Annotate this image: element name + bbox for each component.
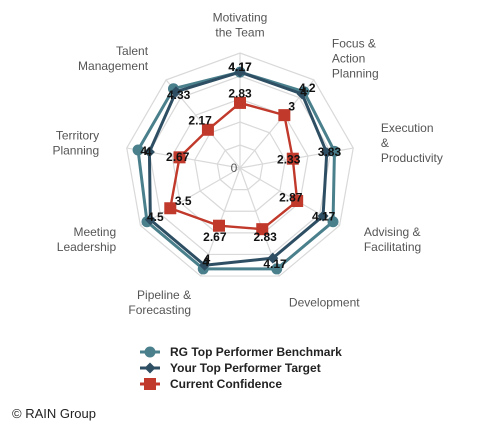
- series-2-point-1: [278, 109, 291, 122]
- series-1-point-2: [321, 147, 333, 159]
- data-label-0: 4.17: [228, 60, 252, 74]
- legend-marker-0: [144, 346, 156, 358]
- legend: RG Top Performer Benchmark Your Top Perfo…: [140, 345, 342, 391]
- series-2-point-3: [291, 195, 304, 208]
- series-0: [132, 66, 340, 275]
- series-1-point-0: [234, 66, 246, 78]
- data-label-5: 4.17: [312, 209, 336, 223]
- axis-label-line: Development: [289, 295, 360, 309]
- grid-ring-1: [216, 144, 264, 191]
- data-label-10: 4: [140, 144, 147, 158]
- series-2-point-6: [164, 202, 177, 215]
- legend-label-1: Your Top Performer Target: [170, 361, 321, 375]
- axis-label-5: Pipeline & Forecasting: [128, 288, 191, 317]
- axis-label-line: Execution: [381, 121, 434, 135]
- grid-ring-2: [194, 121, 286, 212]
- data-label-7: 4: [202, 255, 209, 269]
- series-1-point-4: [267, 252, 279, 264]
- series-2-point-4: [256, 223, 269, 236]
- series-1: [143, 66, 333, 271]
- axis-label-8: Talent Management: [78, 44, 149, 73]
- series-1-point-5: [199, 259, 211, 271]
- data-label-14: 3: [288, 99, 295, 113]
- series-2-point-8: [201, 123, 214, 136]
- series-0-point-3: [327, 216, 339, 228]
- data-label-4: 3.83: [318, 145, 342, 159]
- grid-ring-3: [171, 98, 309, 234]
- axis-label-line: Talent: [116, 44, 149, 58]
- axis-label-1: Focus & Action Planning: [332, 36, 379, 80]
- axis-label-line: Meeting: [73, 225, 116, 239]
- series-2-point-7: [173, 151, 186, 164]
- center-zero-label: 0: [231, 161, 238, 175]
- axis-label-3: Advising & Facilitating: [364, 225, 421, 254]
- legend-marker-2: [144, 378, 156, 390]
- legend-label-0: RG Top Performer Benchmark: [170, 345, 342, 359]
- axis-label-line: Planning: [332, 66, 379, 80]
- series-0-point-2: [328, 145, 340, 157]
- axis-label-line: Facilitating: [364, 240, 421, 254]
- data-label-21: 2.17: [188, 113, 212, 127]
- data-label-8: 4: [204, 252, 211, 266]
- axis-label-line: Motivating: [213, 11, 268, 25]
- series-1-point-7: [143, 146, 155, 158]
- data-label-13: 2.83: [228, 86, 252, 100]
- series-line-2: [169, 101, 299, 231]
- grid-ring-5: [126, 52, 354, 277]
- data-label-11: 4: [145, 145, 152, 159]
- data-label-9: 4.5: [147, 210, 164, 224]
- axis-label-line: Territory: [56, 129, 99, 143]
- data-label-2: 4.2: [299, 81, 316, 95]
- series-1-point-8: [170, 86, 182, 98]
- series-line-0: [136, 70, 336, 271]
- axis-label-4: Development: [289, 295, 360, 309]
- series-1-point-3: [317, 210, 329, 222]
- axis-label-line: Leadership: [57, 240, 117, 254]
- legend-label-2: Current Confidence: [170, 377, 282, 391]
- series-2-point-0: [234, 96, 246, 109]
- series-2-point-5: [212, 219, 225, 232]
- data-label-18: 2.67: [203, 230, 227, 244]
- series-1-point-6: [144, 214, 156, 226]
- data-label-15: 2.33: [277, 152, 301, 166]
- series-0-point-4: [271, 263, 283, 275]
- axis-label-line: Advising &: [364, 225, 421, 239]
- data-label-17: 2.83: [253, 230, 277, 244]
- axis-label-line: Pipeline &: [137, 288, 191, 302]
- data-label-16: 2.87: [279, 190, 303, 204]
- grid-spoke-6: [140, 167, 241, 227]
- axis-label-line: Action: [332, 51, 365, 65]
- data-label-6: 4.17: [263, 257, 287, 271]
- axis-label-2: Execution & Productivity: [381, 121, 443, 165]
- series-0-point-7: [132, 144, 144, 156]
- axis-label-0: Motivating the Team: [213, 11, 268, 40]
- copyright-text: © RAIN Group: [12, 406, 96, 421]
- data-label-12: 4.33: [167, 88, 191, 102]
- axis-label-line: Forecasting: [128, 303, 191, 317]
- axis-label-7: Territory Planning: [52, 129, 99, 158]
- axis-label-line: Planning: [52, 144, 99, 158]
- series-1-point-1: [296, 88, 308, 100]
- axis-label-6: Meeting Leadership: [57, 225, 117, 254]
- data-label-1: 4.17: [228, 60, 252, 74]
- data-label-20: 2.67: [166, 150, 190, 164]
- axis-label-line: &: [381, 136, 389, 150]
- axis-label-line: Productivity: [381, 151, 443, 165]
- axis-label-line: Management: [78, 59, 149, 73]
- data-label-3: 4: [300, 85, 307, 99]
- data-label-19: 3.5: [175, 194, 192, 208]
- series-2: [164, 96, 304, 236]
- axis-label-line: Focus &: [332, 36, 376, 50]
- series-line-1: [147, 70, 329, 267]
- series-2-point-2: [286, 152, 299, 165]
- legend-marker-1: [144, 362, 156, 374]
- axis-label-line: the Team: [215, 26, 264, 40]
